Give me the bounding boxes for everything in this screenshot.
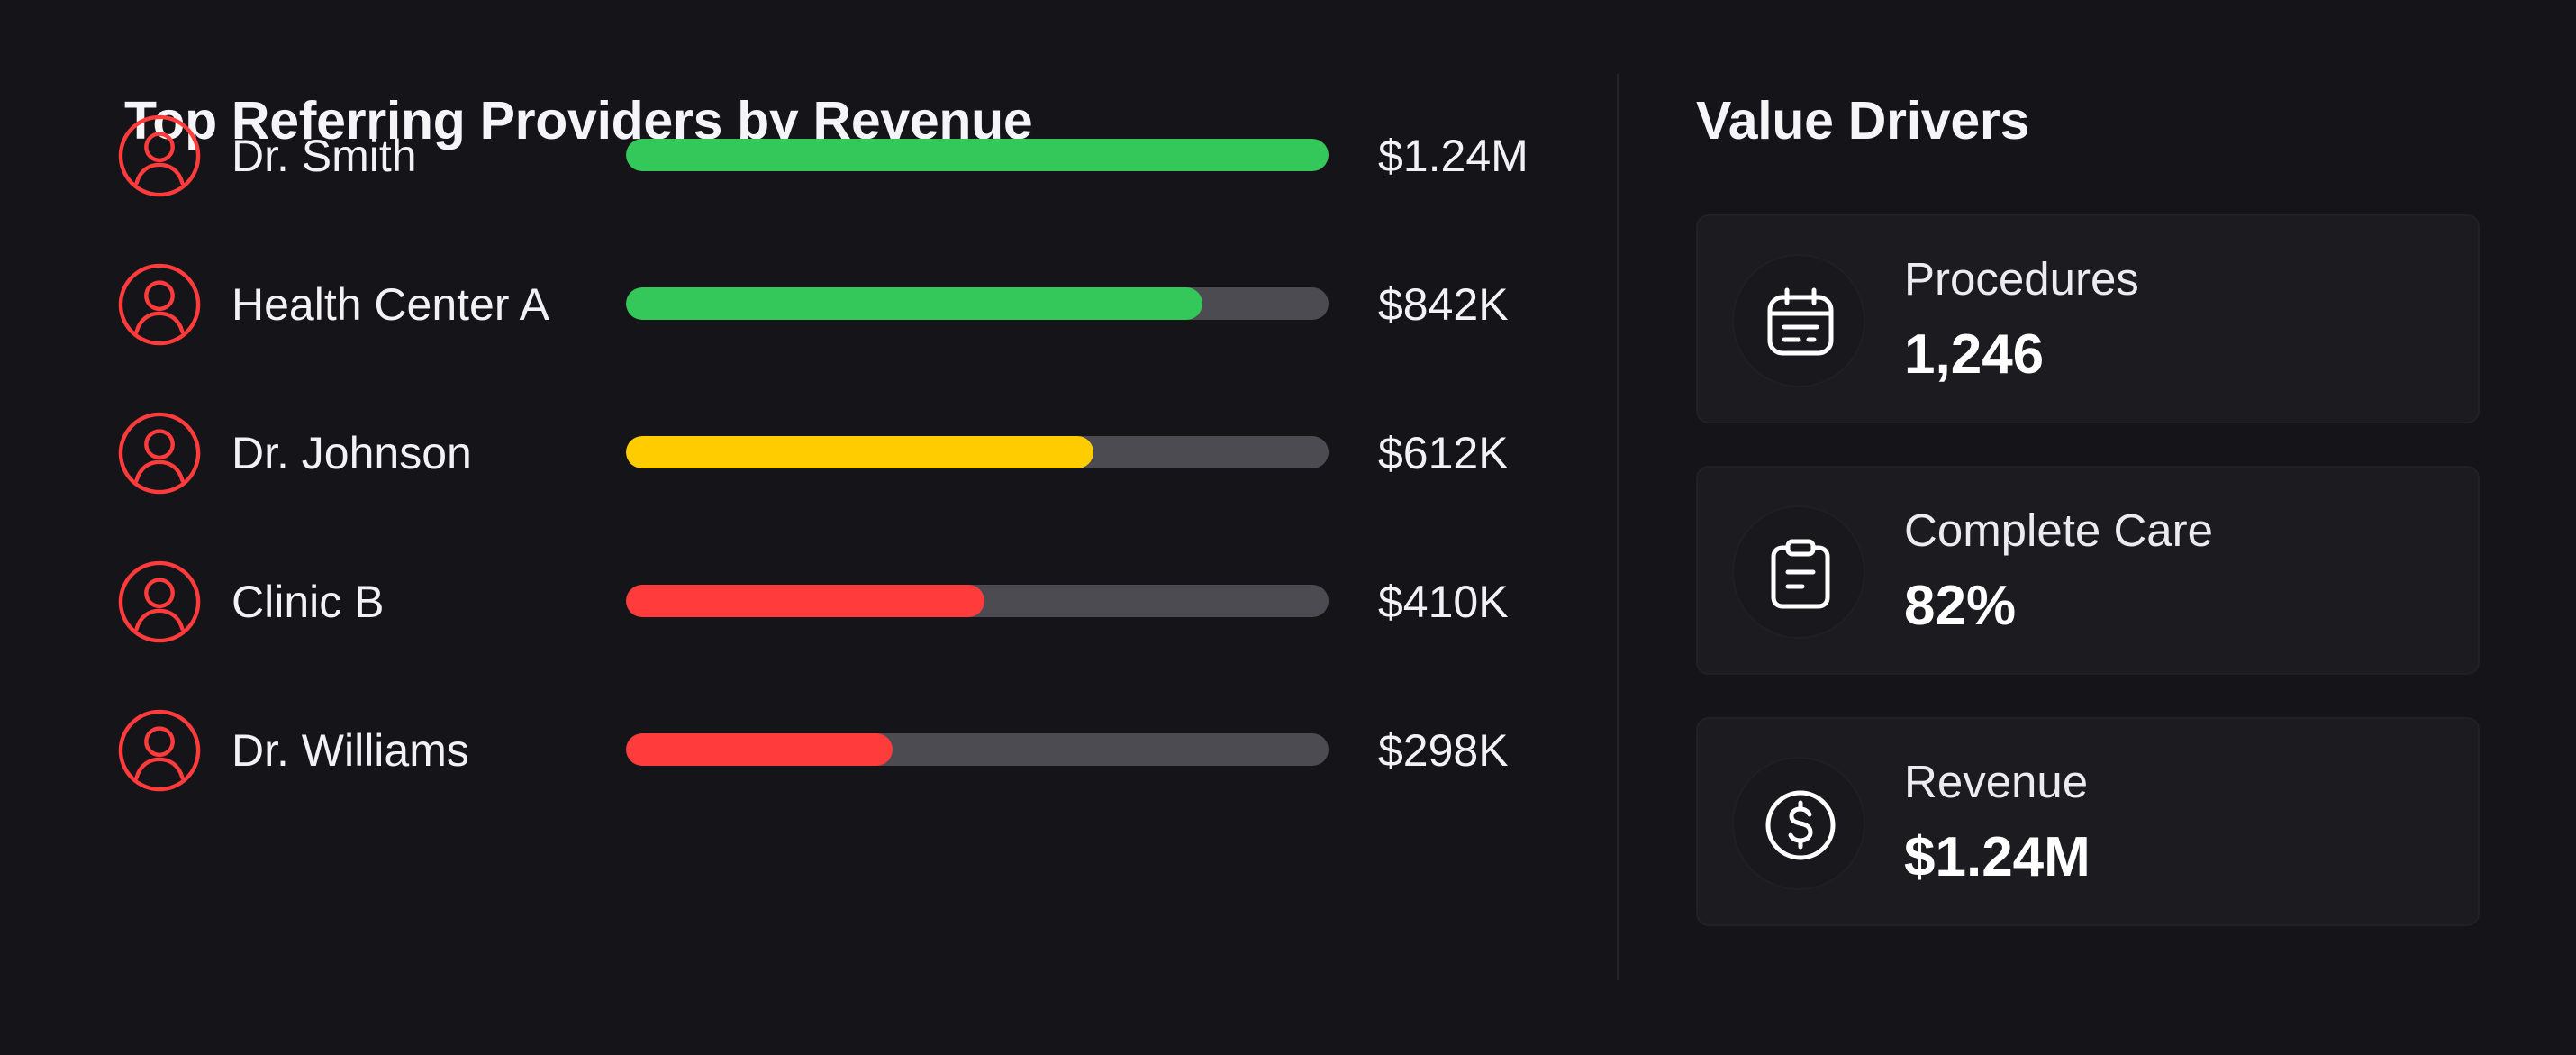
revenue-bar-fill (626, 436, 1093, 468)
revenue-bar-track (626, 585, 1329, 617)
revenue-bar-track (626, 139, 1329, 171)
provider-name: Dr. Johnson (231, 428, 472, 478)
provider-row: Dr. Johnson $612K (117, 408, 1558, 498)
provider-name: Dr. Smith (231, 131, 417, 181)
revenue-bar-fill (626, 287, 1202, 320)
panel-divider (1617, 74, 1619, 980)
providers-panel: Top Referring Providers by Revenue Dr. S… (117, 91, 1558, 796)
provider-revenue: $1.24M (1378, 131, 1528, 181)
revenue-bar-fill (626, 733, 893, 766)
provider-row: Health Center A $842K (117, 259, 1558, 350)
driver-icon-badge (1732, 254, 1865, 387)
provider-revenue: $612K (1378, 428, 1509, 478)
provider-revenue: $410K (1378, 577, 1509, 627)
driver-icon-badge (1732, 757, 1865, 890)
provider-row: Dr. Williams $298K (117, 705, 1558, 796)
driver-value: $1.24M (1904, 826, 2091, 888)
drivers-panel-title: Value Drivers (1696, 91, 2030, 150)
driver-label: Complete Care (1904, 505, 2213, 556)
provider-revenue: $842K (1378, 279, 1509, 330)
driver-label: Procedures (1904, 253, 2139, 305)
user-circle-icon (117, 559, 202, 644)
provider-revenue: $298K (1378, 725, 1509, 776)
driver-label: Revenue (1904, 756, 2089, 807)
driver-card-revenue: Revenue $1.24M (1696, 717, 2480, 926)
revenue-bar-track (626, 436, 1329, 468)
user-circle-icon (117, 411, 202, 496)
revenue-bar-track (626, 733, 1329, 766)
revenue-bar-fill (626, 139, 1329, 171)
revenue-bar-track (626, 287, 1329, 320)
driver-card-complete-care: Complete Care 82% (1696, 466, 2480, 675)
clipboard-icon (1771, 539, 1830, 609)
driver-card-procedures: Procedures 1,246 (1696, 214, 2480, 423)
calendar-icon (1767, 287, 1834, 356)
driver-value: 82% (1904, 575, 2017, 637)
user-circle-icon (117, 114, 202, 198)
provider-row: Clinic B $410K (117, 557, 1558, 647)
driver-value: 1,246 (1904, 323, 2045, 386)
dollar-circle-icon (1765, 790, 1836, 860)
provider-name: Health Center A (231, 279, 549, 330)
provider-name: Clinic B (231, 577, 385, 627)
user-circle-icon (117, 262, 202, 347)
provider-row: Dr. Smith $1.24M (117, 111, 1558, 201)
provider-name: Dr. Williams (231, 725, 469, 776)
user-circle-icon (117, 708, 202, 793)
driver-icon-badge (1732, 505, 1865, 639)
revenue-bar-fill (626, 585, 984, 617)
